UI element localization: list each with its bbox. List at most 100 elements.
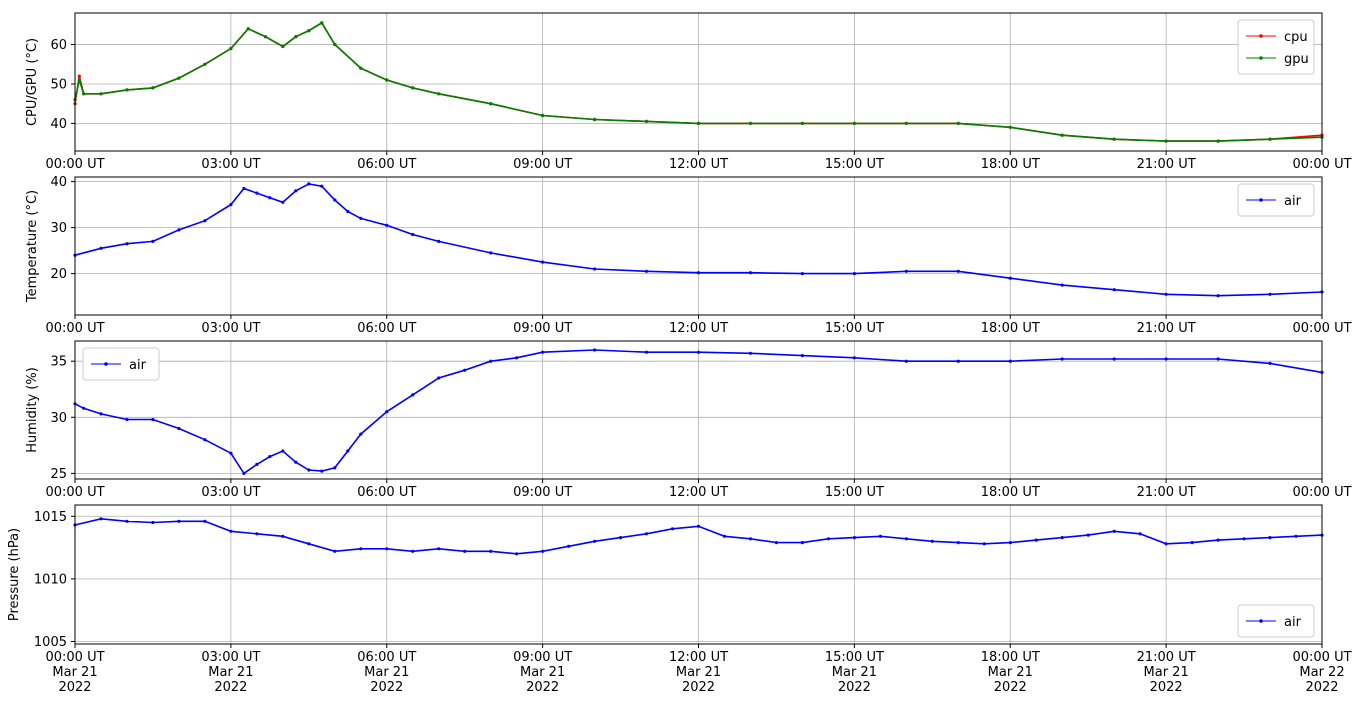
y-tick-label: 40 (50, 175, 67, 190)
data-point-air (359, 547, 363, 551)
legend-label-air: air (1284, 194, 1302, 209)
data-point-air (82, 406, 86, 410)
data-point-air (151, 520, 155, 525)
data-point-air (1164, 292, 1168, 296)
data-point-air (1164, 542, 1168, 546)
data-point-gpu (333, 42, 337, 47)
data-point-air (177, 519, 181, 523)
plot-frame (74, 340, 1323, 480)
x-tick-label: 06:00 UT (357, 157, 416, 172)
legend-label-air: air (129, 358, 147, 373)
y-tick-label: 30 (50, 411, 67, 426)
data-point-air (281, 200, 285, 204)
data-point-air (1060, 283, 1064, 287)
data-point-gpu (1164, 139, 1168, 143)
legend-marker-air (1259, 198, 1263, 202)
y-tick-label: 60 (50, 38, 67, 53)
data-point-gpu (748, 121, 753, 125)
data-point-air (722, 534, 727, 538)
data-point-air (1216, 357, 1220, 361)
data-point-air (1268, 292, 1272, 296)
x-tick-label: 21:00 UT (1137, 321, 1196, 336)
legend-label-air: air (1284, 615, 1302, 630)
data-point-air (956, 541, 960, 545)
x-tick-label: 09:00 UT (513, 157, 572, 172)
data-point-gpu (1216, 139, 1220, 143)
data-point-air (1008, 276, 1012, 280)
y-tick-label: 30 (50, 221, 67, 236)
data-point-gpu (320, 21, 324, 25)
data-point-air (1034, 538, 1038, 542)
data-point-air (99, 517, 103, 521)
legend-marker-gpu (1259, 56, 1263, 60)
data-point-air (774, 541, 779, 545)
data-point-air (748, 351, 753, 355)
x-tick-label: 12:00 UT (669, 321, 728, 336)
data-point-air (1112, 529, 1116, 533)
x-tick-label: 18:00 UT (981, 485, 1040, 500)
data-point-air (177, 228, 181, 232)
data-point-air (1216, 294, 1220, 298)
y-axis-label: Pressure (hPa) (7, 528, 22, 621)
data-point-air (333, 549, 337, 553)
panel-1: 00:00 UT 03:00 UT 06:00 UT 09:00 UT 12:00 UT… (25, 12, 1352, 172)
data-point-gpu (82, 92, 86, 96)
y-axis-label: Humidity (%) (25, 367, 40, 453)
data-point-air (1060, 357, 1064, 361)
data-point-air (904, 269, 908, 273)
y-tick-label: 50 (50, 77, 67, 92)
data-point-air (307, 468, 311, 472)
y-axis-label: CPU/GPU (°C) (25, 38, 40, 126)
data-point-gpu (1060, 133, 1064, 137)
data-point-air (489, 251, 493, 255)
data-point-air (437, 239, 441, 243)
y-tick-label: 1005 (34, 635, 67, 650)
legend-label-cpu: cpu (1284, 30, 1308, 45)
data-point-air (489, 359, 493, 363)
data-point-air (1242, 537, 1246, 541)
legend: air (1237, 183, 1315, 217)
x-tick-label: 12:00 UT (669, 650, 728, 665)
data-point-air (385, 223, 389, 227)
data-point-air (99, 412, 103, 416)
data-point-air (411, 393, 415, 397)
data-point-air (956, 359, 960, 363)
x-tick-label: 15:00 UT (825, 321, 884, 336)
data-point-air (696, 271, 701, 275)
data-point-air (268, 455, 272, 459)
data-point-air (229, 451, 233, 455)
data-point-air (411, 549, 415, 553)
x-tick-label: 12:00 UT (669, 157, 728, 172)
data-point-gpu (229, 46, 233, 51)
data-point-gpu (359, 66, 363, 70)
data-point-gpu (385, 78, 389, 82)
data-point-air (359, 432, 363, 436)
data-point-air (1086, 533, 1090, 537)
data-point-air (255, 191, 259, 195)
data-point-air (242, 471, 246, 475)
legend-marker-air (104, 362, 108, 366)
x-tick-label: 18:00 UT (981, 157, 1040, 172)
data-point-air (125, 242, 129, 246)
x-tick-label: 03:00 UT (201, 157, 260, 172)
x-tick-label: 18:00 UT (981, 321, 1040, 336)
data-point-air (904, 537, 908, 541)
series-line-air (74, 349, 1323, 475)
legend-label-gpu: gpu (1284, 52, 1309, 67)
data-point-air (294, 460, 298, 464)
data-point-air (203, 219, 207, 223)
data-point-gpu (956, 121, 960, 125)
x-tick-label: 21:00 UT (1137, 485, 1196, 500)
data-point-air (125, 519, 129, 523)
data-point-air (346, 449, 350, 453)
x-tick-label: Mar 21 (1144, 665, 1189, 680)
data-point-gpu (177, 76, 181, 80)
data-point-air (696, 524, 701, 528)
data-point-gpu (1112, 137, 1116, 141)
data-point-air (748, 271, 753, 275)
x-tick-label: Mar 21 (208, 665, 253, 680)
y-tick-label: 35 (50, 355, 67, 370)
data-point-air (748, 537, 753, 541)
x-tick-label: 2022 (1305, 680, 1338, 695)
